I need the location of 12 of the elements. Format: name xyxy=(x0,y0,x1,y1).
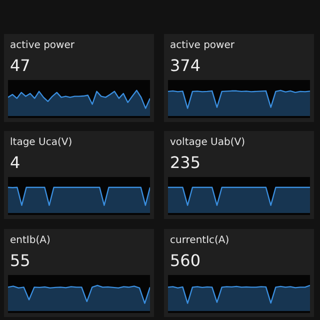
chart-title: entIb(A) xyxy=(10,234,52,248)
text: 560 xyxy=(170,250,202,272)
chart-title: ltage Uca(V) xyxy=(10,137,74,150)
text: 47 xyxy=(10,56,32,77)
chart-title: active power xyxy=(10,40,76,53)
chart-title: currentIc(A) xyxy=(170,234,230,248)
text: 55 xyxy=(10,250,32,272)
chart-title: active power xyxy=(170,40,236,53)
text: 374 xyxy=(170,56,202,77)
text: 4 xyxy=(10,153,22,174)
text: 235 xyxy=(170,153,202,174)
chart-title: voltage Uab(V) xyxy=(170,137,246,150)
